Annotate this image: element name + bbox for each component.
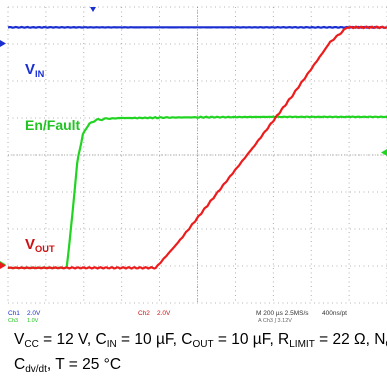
trace-vout xyxy=(7,25,387,270)
ground-marker-vout xyxy=(0,262,6,269)
caption-line1-subscript: OUT xyxy=(192,339,214,350)
caption-line1-subscript: CC xyxy=(24,339,39,350)
readout-ch2-scale: 2.0V xyxy=(157,310,171,317)
caption-line2-text: , T = 25 °C xyxy=(46,356,122,373)
caption-line1-text: V xyxy=(14,331,25,348)
readout-ch2: Ch2 xyxy=(138,310,150,317)
readout-ch1-scale: 2.0V xyxy=(27,310,41,317)
label-vout: VOUT xyxy=(25,236,55,254)
caption-line-2: Cdv/dt, T = 25 °C xyxy=(14,355,387,380)
trace-vin xyxy=(7,25,387,29)
caption-line2-subscript: dv/dt xyxy=(25,364,47,375)
caption-line1-text: = 12 V, C xyxy=(38,331,107,348)
readout-ch3-scale: 1.0V xyxy=(27,318,39,324)
label-en-fault: En/Fault xyxy=(25,117,81,133)
caption-line1-subscript: IN xyxy=(106,339,117,350)
oscilloscope-plot: VIN En/Fault VOUT Ch1 2.0V Ch3 1.0V Ch2 2.0V M 20… xyxy=(0,0,387,326)
caption-line1-text: = 22 Ω, N xyxy=(314,331,386,348)
trigger-level-marker xyxy=(381,149,387,156)
caption-line-1: VCC = 12 V, CIN = 10 µF, COUT = 10 µF, R… xyxy=(14,330,387,355)
figure-caption: VCC = 12 V, CIN = 10 µF, COUT = 10 µF, R… xyxy=(14,330,387,380)
plot-background xyxy=(0,0,387,326)
caption-line2-text: C xyxy=(14,356,26,373)
caption-line1-text: = 10 µF, R xyxy=(213,331,290,348)
caption-line1-subscript: LIMIT xyxy=(289,339,315,350)
label-vin: VIN xyxy=(25,61,45,79)
caption-line1-subscript: C xyxy=(385,339,387,350)
readout-ch3: Ch3 xyxy=(8,318,18,324)
readout-record: 400ns/pt xyxy=(322,310,347,317)
trace-en-fault xyxy=(7,115,387,270)
readout-timebase: M 200 µs 2.5MS/s xyxy=(256,310,309,317)
ground-marker-vin xyxy=(0,40,6,47)
readout-trigger: A Ch3 ∫ 3.12V xyxy=(258,318,292,324)
trigger-position-marker xyxy=(90,7,96,12)
caption-line1-text: = 10 µF, C xyxy=(116,331,193,348)
readout-ch1: Ch1 xyxy=(8,310,20,317)
